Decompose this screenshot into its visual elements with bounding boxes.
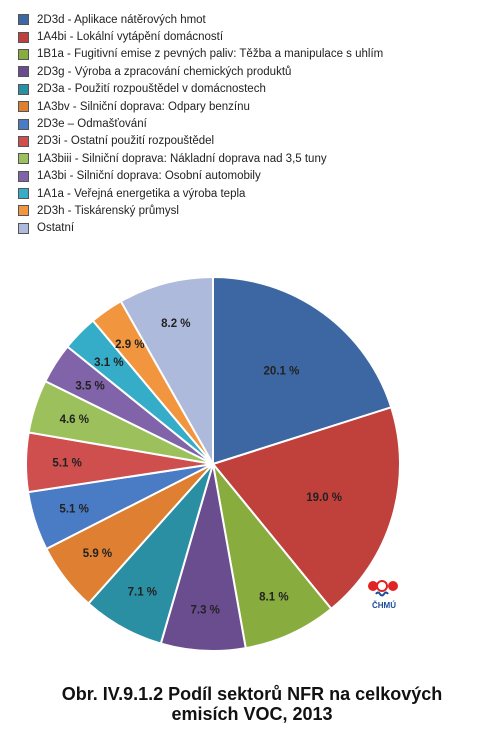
legend-swatch xyxy=(18,66,29,78)
chart-legend: 2D3d - Aplikace nátěrových hmot 1A4bi - L… xyxy=(18,11,383,237)
legend-item: 1A3biii - Silniční doprava: Nákladní dop… xyxy=(18,150,383,167)
legend-item: 1A3bi - Silniční doprava: Osobní automob… xyxy=(18,168,383,185)
legend-item: 1A3bv - Silniční doprava: Odpary benzínu xyxy=(18,98,383,115)
legend-label: 2D3h - Tiskárenský průmysl xyxy=(37,204,179,217)
legend-label: 1A1a - Veřejná energetika a výroba tepla xyxy=(37,187,246,200)
legend-item: 1B1a - Fugitivní emise z pevných paliv: … xyxy=(18,46,383,63)
slice-label: 5.1 % xyxy=(52,458,81,470)
legend-swatch xyxy=(18,222,29,234)
chmu-logo-icon xyxy=(368,580,398,597)
legend-item: 1A1a - Veřejná energetika a výroba tepla xyxy=(18,185,383,202)
chmu-logo-text: ČHMÚ xyxy=(372,601,396,610)
figure-caption: Obr. IV.9.1.2 Podíl sektorů NFR na celko… xyxy=(0,684,504,724)
slice-label: 19.0 % xyxy=(306,492,342,504)
caption-line-2: emisích VOC, 2013 xyxy=(171,704,333,724)
pie-slice xyxy=(212,275,393,466)
legend-item: 2D3h - Tiskárenský průmysl xyxy=(18,202,383,219)
legend-item: Ostatní xyxy=(18,220,383,237)
legend-swatch xyxy=(18,83,29,95)
legend-swatch xyxy=(18,101,29,113)
slice-label: 5.1 % xyxy=(59,504,88,516)
legend-swatch xyxy=(18,205,29,217)
legend-swatch xyxy=(18,14,29,26)
legend-item: 2D3g - Výroba a zpracování chemických pr… xyxy=(18,63,383,80)
legend-label: 1A3biii - Silniční doprava: Nákladní dop… xyxy=(37,152,327,165)
slice-label: 7.3 % xyxy=(191,605,220,617)
legend-item: 1A4bi - Lokální vytápění domácností xyxy=(18,28,383,45)
legend-item: 2D3e – Odmašťování xyxy=(18,115,383,132)
slice-label: 3.5 % xyxy=(75,380,104,392)
pie-chart: 20.1 % 19.0 % 8.1 % 7.3 % 7.1 % 5.9 % 5.1 % 5.1… xyxy=(25,275,401,652)
slice-label: 4.6 % xyxy=(60,414,89,426)
legend-label: Ostatní xyxy=(37,222,75,235)
slice-label: 7.1 % xyxy=(128,587,157,599)
legend-item: 2D3d - Aplikace nátěrových hmot xyxy=(18,11,383,28)
pie-slice xyxy=(211,460,333,650)
legend-swatch xyxy=(18,170,29,182)
slice-label: 3.1 % xyxy=(94,357,123,369)
legend-swatch xyxy=(18,153,29,165)
legend-swatch xyxy=(18,48,29,60)
slice-label: 20.1 % xyxy=(264,365,300,377)
legend-label: 1A3bv - Silniční doprava: Odpary benzínu xyxy=(37,100,250,113)
caption-line-1: Obr. IV.9.1.2 Podíl sektorů NFR na celko… xyxy=(61,684,443,704)
pie-slice xyxy=(119,275,214,468)
legend-label: 2D3d - Aplikace nátěrových hmot xyxy=(37,13,206,26)
legend-swatch xyxy=(18,188,29,200)
legend-label: 1B1a - Fugitivní emise z pevných paliv: … xyxy=(37,48,384,61)
slice-label: 2.9 % xyxy=(115,339,144,351)
legend-swatch xyxy=(18,31,29,43)
legend-item: 2D3a - Použití rozpouštědel v domácnoste… xyxy=(18,81,383,98)
pie-slice xyxy=(211,406,401,611)
slice-label: 5.9 % xyxy=(83,548,112,560)
slice-label: 8.1 % xyxy=(259,592,288,604)
legend-swatch xyxy=(18,135,29,147)
legend-label: 2D3e – Odmašťování xyxy=(37,118,147,131)
slice-label: 8.2 % xyxy=(161,318,190,330)
legend-label: 1A4bi - Lokální vytápění domácností xyxy=(37,31,224,44)
legend-swatch xyxy=(18,118,29,130)
legend-label: 2D3g - Výroba a zpracování chemických pr… xyxy=(37,65,292,78)
legend-label: 1A3bi - Silniční doprava: Osobní automob… xyxy=(37,170,261,183)
legend-label: 2D3i - Ostatní použití rozpouštědel xyxy=(37,135,215,148)
legend-item: 2D3i - Ostatní použití rozpouštědel xyxy=(18,133,383,150)
legend-label: 2D3a - Použití rozpouštědel v domácnoste… xyxy=(37,83,266,96)
